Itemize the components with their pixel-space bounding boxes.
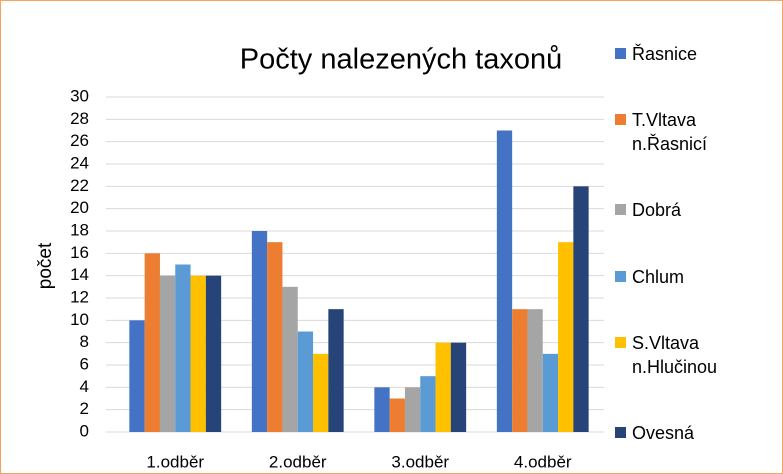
y-tick-label: 22 [70, 176, 89, 195]
y-tick-label: 4 [80, 377, 89, 396]
y-tick-label: 2 [80, 399, 89, 418]
bar [251, 231, 268, 432]
bar [190, 275, 206, 432]
bar [328, 309, 344, 432]
x-tick-label: 4.odběr [514, 452, 572, 471]
bar [527, 309, 543, 432]
legend-swatch [615, 270, 626, 282]
bar [389, 398, 405, 432]
y-tick-label: 24 [70, 153, 89, 172]
bar [404, 387, 421, 432]
y-tick-label: 10 [70, 310, 89, 329]
x-tick-label: 1.odběr [146, 452, 204, 471]
bar [542, 353, 559, 432]
legend-label: S.Vltava n.Hlučinou [632, 332, 718, 377]
legend-item: Řasnice [615, 42, 775, 66]
bar [450, 342, 467, 432]
legend-swatch [615, 48, 626, 60]
legend-item: S.Vltava n.Hlučinou [615, 331, 775, 379]
legend: Řasnice T.Vltava n.Řasnicí Dobrá Chlum S.Vlt… [615, 21, 775, 466]
bar [558, 242, 574, 432]
y-tick-label: 8 [80, 332, 89, 351]
y-tick-label: 18 [70, 220, 89, 239]
legend-label: Dobrá [632, 200, 682, 221]
legend-swatch [615, 426, 626, 438]
bar [175, 264, 191, 432]
y-axis-label: počet [35, 242, 56, 289]
x-tick-label: 3.odběr [391, 452, 449, 471]
y-tick-label: 30 [70, 86, 89, 105]
legend-item: Ovesná [615, 421, 775, 445]
y-tick-label: 16 [70, 243, 89, 262]
legend-label: Řasnice [632, 44, 698, 65]
bar [159, 275, 176, 432]
y-tick-label: 12 [70, 287, 89, 306]
legend-swatch [615, 204, 626, 216]
y-tick-label: 20 [70, 198, 89, 217]
bar [435, 342, 451, 432]
y-tick-label: 28 [70, 109, 89, 128]
x-tick-label: 2.odběr [269, 452, 327, 471]
y-tick-label: 14 [70, 265, 89, 284]
legend-label: Ovesná [632, 422, 695, 443]
bar [573, 186, 589, 432]
grid [106, 96, 604, 433]
y-tick-label: 26 [70, 131, 89, 150]
bar [129, 320, 145, 432]
bar [267, 242, 283, 432]
y-tick-label: 6 [80, 354, 89, 373]
bar [313, 353, 329, 432]
bar [144, 253, 160, 432]
bar [282, 286, 298, 432]
legend-item: Chlum [615, 265, 775, 289]
bar [297, 331, 314, 432]
legend-label: T.Vltava n.Řasnicí [632, 110, 708, 155]
bar [205, 275, 222, 432]
bar [496, 130, 513, 432]
legend-label: Chlum [632, 266, 685, 287]
bar [420, 376, 436, 432]
chart-title: Počty nalezených taxonů [240, 44, 562, 76]
legend-item: Dobrá [615, 198, 775, 222]
legend-swatch [615, 114, 626, 126]
legend-item: T.Vltava n.Řasnicí [615, 108, 775, 156]
bar [512, 309, 528, 432]
y-tick-label: 0 [80, 421, 89, 440]
legend-swatch [615, 336, 626, 348]
bar [374, 387, 390, 432]
